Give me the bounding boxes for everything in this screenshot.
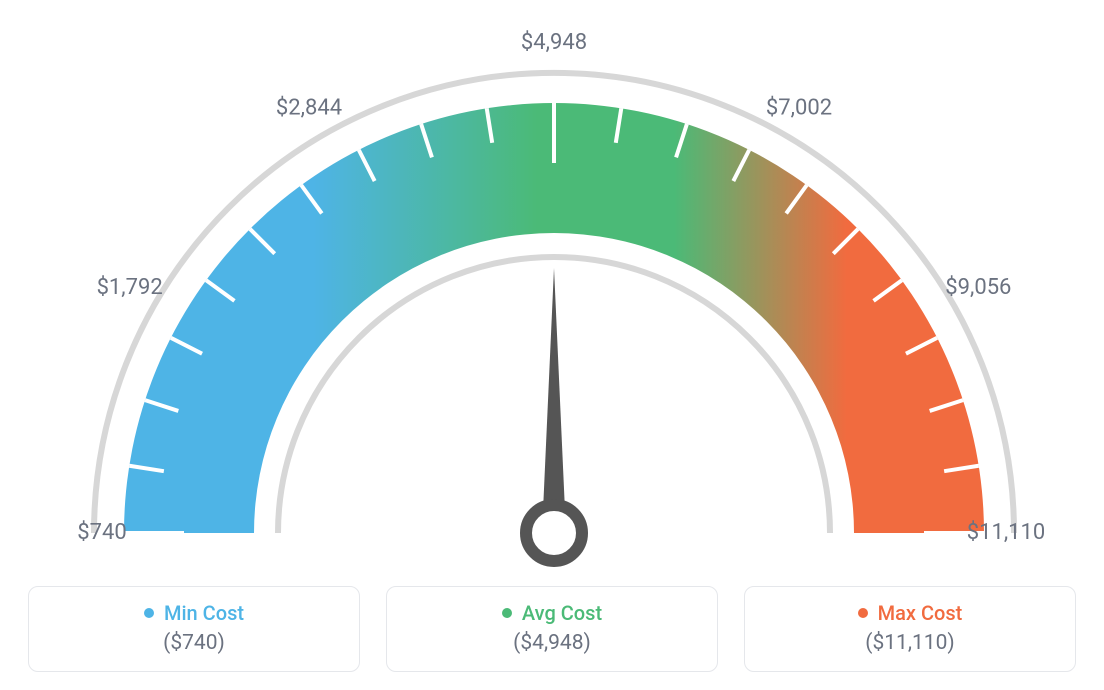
dot-max [858, 608, 868, 618]
legend-value-min: ($740) [47, 631, 341, 655]
legend-card-max: Max Cost ($11,110) [744, 586, 1076, 672]
legend-label-min: Min Cost [164, 601, 244, 625]
legend-label-avg: Avg Cost [522, 601, 602, 625]
svg-text:$740: $740 [77, 520, 126, 545]
dot-min [144, 608, 154, 618]
svg-text:$1,792: $1,792 [97, 275, 163, 300]
legend-value-max: ($11,110) [763, 631, 1057, 655]
legend-row: Min Cost ($740) Avg Cost ($4,948) Max Co… [24, 586, 1080, 672]
svg-text:$4,948: $4,948 [521, 30, 587, 55]
dot-avg [502, 608, 512, 618]
legend-card-min: Min Cost ($740) [28, 586, 360, 672]
cost-gauge: $740 $1,792 $2,844 $4,948 $7,002 $9,056 $11,11… [24, 18, 1084, 578]
legend-label-max: Max Cost [878, 601, 963, 625]
svg-text:$11,110: $11,110 [967, 520, 1046, 545]
legend-card-avg: Avg Cost ($4,948) [386, 586, 718, 672]
svg-text:$9,056: $9,056 [945, 275, 1011, 300]
svg-text:$2,844: $2,844 [276, 95, 342, 120]
svg-text:$7,002: $7,002 [766, 95, 832, 120]
legend-value-avg: ($4,948) [405, 631, 699, 655]
